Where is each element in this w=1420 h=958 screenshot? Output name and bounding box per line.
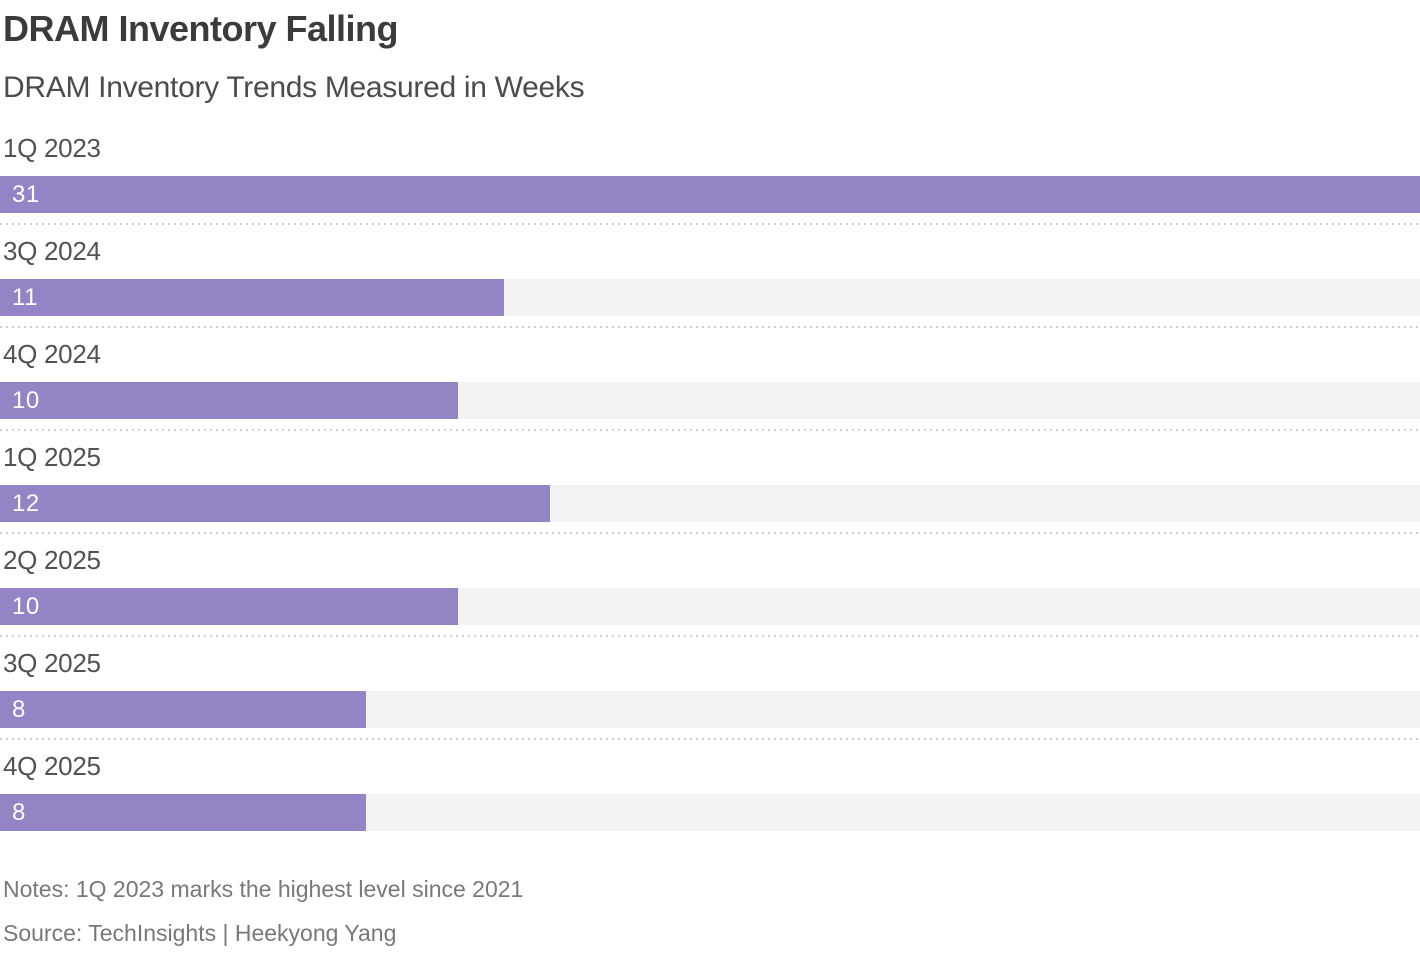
chart-row: 4Q 2025 8 [0, 752, 1420, 831]
dram-inventory-chart: DRAM Inventory Falling DRAM Inventory Tr… [0, 10, 1420, 947]
bar-track: 12 [0, 485, 1420, 522]
bar-fill: 31 [0, 176, 1420, 213]
bar-value-label: 12 [12, 489, 40, 517]
category-label: 3Q 2024 [3, 236, 101, 266]
bar-value-label: 10 [12, 592, 40, 620]
bar-value-label: 11 [12, 283, 38, 311]
bar-value-label: 8 [12, 695, 26, 723]
chart-subtitle: DRAM Inventory Trends Measured in Weeks [3, 71, 585, 104]
category-label: 4Q 2024 [3, 339, 101, 369]
bar-fill: 10 [0, 588, 459, 625]
bar-track: 31 [0, 176, 1420, 213]
chart-row: 4Q 2024 10 [0, 340, 1420, 431]
bar-value-label: 31 [12, 180, 40, 208]
chart-row: 1Q 2025 12 [0, 443, 1420, 534]
chart-notes: Notes: 1Q 2023 marks the highest level s… [3, 876, 524, 902]
bar-fill: 11 [0, 279, 504, 316]
category-label: 1Q 2025 [3, 442, 101, 472]
row-separator [0, 223, 1420, 225]
row-separator [0, 635, 1420, 637]
row-separator [0, 429, 1420, 431]
category-label: 4Q 2025 [3, 751, 101, 781]
bar-track: 10 [0, 382, 1420, 419]
chart-row: 1Q 2023 31 [0, 134, 1420, 225]
bar-fill: 10 [0, 382, 459, 419]
row-separator [0, 532, 1420, 534]
chart-source: Source: TechInsights | Heekyong Yang [3, 920, 397, 946]
bar-value-label: 10 [12, 386, 40, 414]
row-separator [0, 738, 1420, 740]
bar-value-label: 8 [12, 798, 26, 826]
chart-row: 3Q 2024 11 [0, 237, 1420, 328]
row-separator [0, 326, 1420, 328]
category-label: 2Q 2025 [3, 545, 101, 575]
bar-track: 10 [0, 588, 1420, 625]
bar-rows: 1Q 2023 31 3Q 2024 11 4Q 2024 10 [0, 134, 1420, 831]
category-label: 3Q 2025 [3, 648, 101, 678]
bar-fill: 8 [0, 794, 367, 831]
category-label: 1Q 2023 [3, 133, 101, 163]
bar-fill: 12 [0, 485, 550, 522]
bar-track: 8 [0, 794, 1420, 831]
chart-title: DRAM Inventory Falling [3, 8, 399, 49]
bar-track: 8 [0, 691, 1420, 728]
chart-row: 2Q 2025 10 [0, 546, 1420, 637]
chart-row: 3Q 2025 8 [0, 649, 1420, 740]
bar-track: 11 [0, 279, 1420, 316]
bar-fill: 8 [0, 691, 367, 728]
